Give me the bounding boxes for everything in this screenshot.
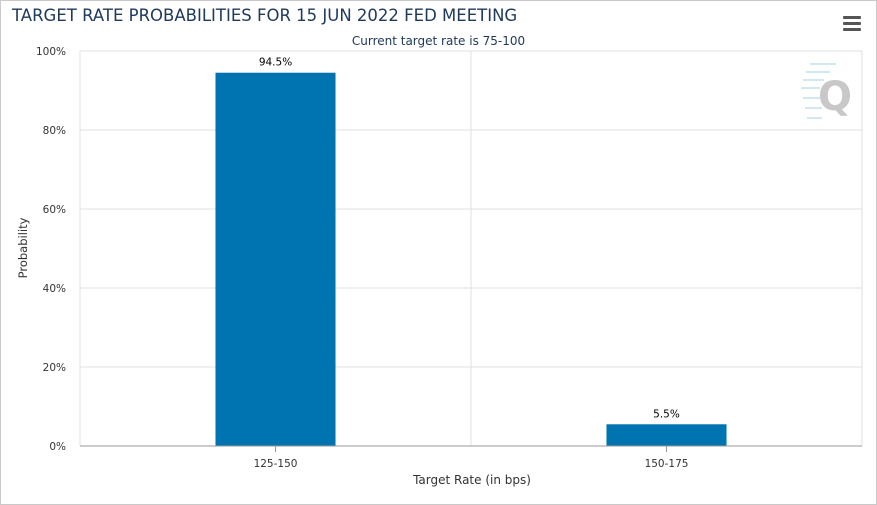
q-logo-icon: Q [801,63,852,120]
y-tick-label: 100% [36,46,66,58]
bar[interactable] [606,424,727,446]
bars: 94.5% 5.5% [215,57,727,446]
data-label: 5.5% [653,408,680,420]
y-tick-label: 0% [49,441,66,453]
hamburger-menu-icon[interactable] [843,16,861,32]
y-axis: 0% 20% 40% 60% 80% 100% [36,46,66,453]
y-tick-label: 20% [43,362,66,374]
svg-text:Q: Q [818,74,852,120]
y-tick-label: 60% [43,204,66,216]
x-axis-title: Target Rate (in bps) [412,473,531,487]
grid-lines [79,50,863,447]
y-tick-label: 40% [43,283,66,295]
data-label: 94.5% [259,57,292,69]
y-tick-label: 80% [43,125,66,137]
bar[interactable] [215,72,336,446]
chart-subtitle: Current target rate is 75-100 [351,34,526,48]
x-tick-label: 125-150 [254,458,298,470]
y-axis-title: Probability [16,217,30,278]
x-axis: 125-150 150-175 [80,445,862,470]
x-tick-label: 150-175 [645,458,689,470]
chart-title: TARGET RATE PROBABILITIES FOR 15 JUN 202… [12,6,518,25]
